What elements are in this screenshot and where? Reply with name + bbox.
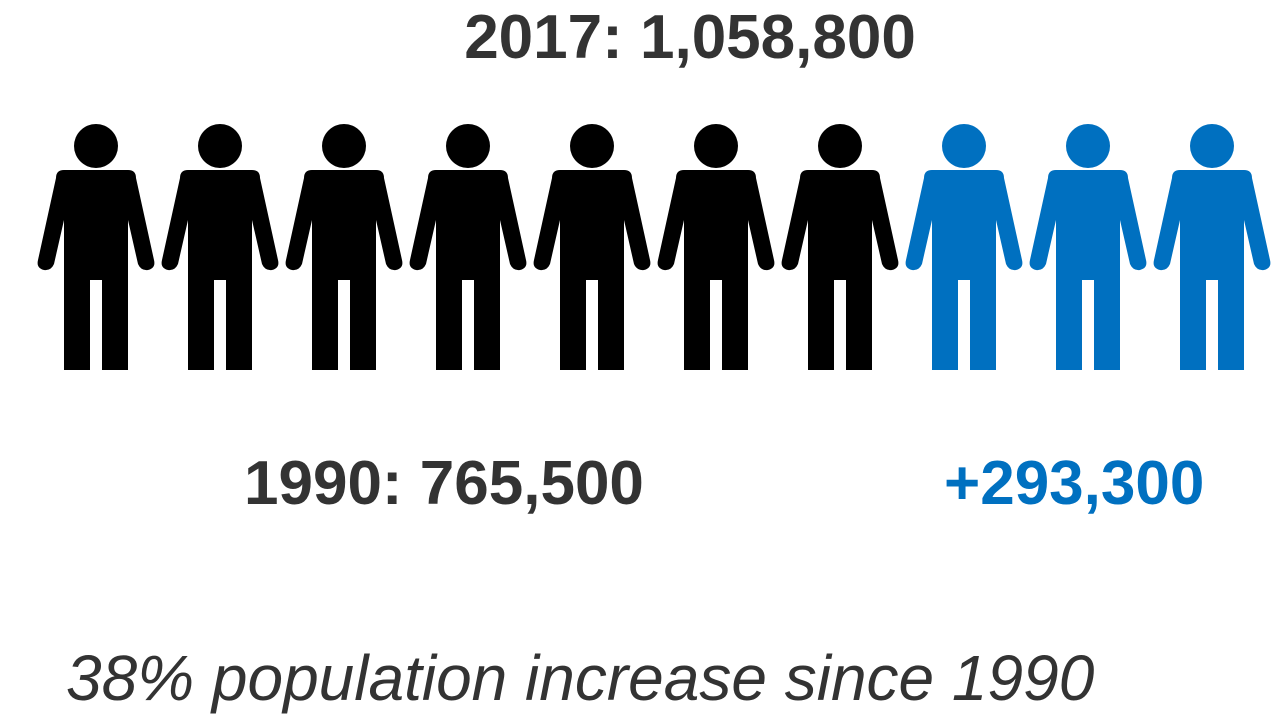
increase-person-icon-2 [1029,124,1147,370]
increase-person-icon-3 [1153,124,1271,370]
base-person-icon-2 [161,124,279,370]
base-population-label: 1990: 765,500 [244,449,644,518]
base-person-icon-5 [533,124,651,370]
base-person-icon-3 [285,124,403,370]
pictogram [37,124,1271,370]
base-person-icon-6 [657,124,775,370]
increase-person-icon-1 [905,124,1023,370]
base-person-icon-7 [781,124,899,370]
population-increase-label: +293,300 [944,449,1205,518]
base-person-icon-1 [37,124,155,370]
population-increase-note: 38% population increase since 1990 [66,642,1095,714]
base-person-icon-4 [409,124,527,370]
chart-title: 2017: 1,058,800 [464,3,916,72]
